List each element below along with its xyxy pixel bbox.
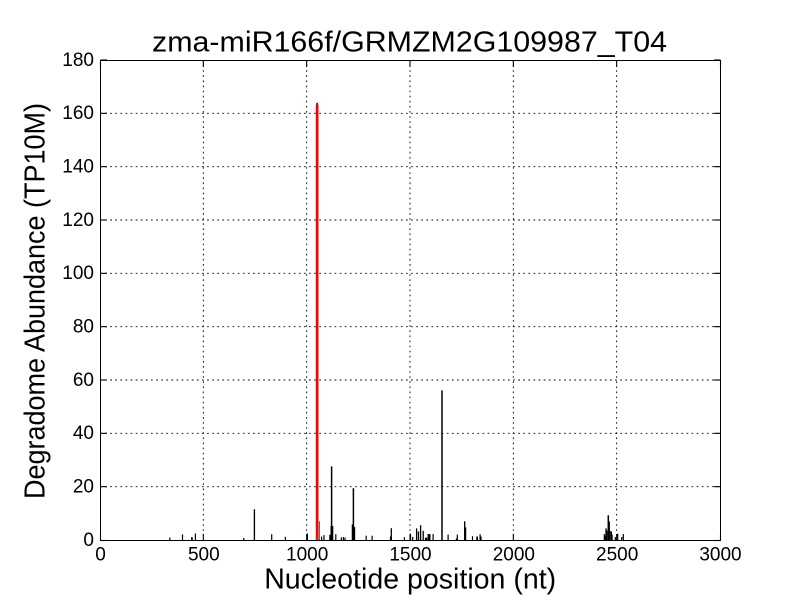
svg-text:40: 40 bbox=[73, 423, 94, 444]
svg-text:120: 120 bbox=[62, 210, 94, 231]
svg-text:180: 180 bbox=[62, 50, 94, 71]
svg-text:20: 20 bbox=[73, 476, 94, 497]
svg-text:3000: 3000 bbox=[699, 544, 741, 565]
svg-text:2000: 2000 bbox=[493, 544, 535, 565]
svg-text:140: 140 bbox=[62, 156, 94, 177]
svg-text:Degradome Abundance (TP10M): Degradome Abundance (TP10M) bbox=[20, 103, 52, 499]
svg-text:2500: 2500 bbox=[596, 544, 638, 565]
svg-text:1000: 1000 bbox=[286, 544, 328, 565]
svg-text:0: 0 bbox=[95, 544, 106, 565]
svg-text:1500: 1500 bbox=[389, 544, 431, 565]
svg-text:80: 80 bbox=[73, 316, 94, 337]
svg-text:zma-miR166f/GRMZM2G109987_T04: zma-miR166f/GRMZM2G109987_T04 bbox=[152, 27, 667, 59]
svg-text:60: 60 bbox=[73, 370, 94, 391]
svg-text:500: 500 bbox=[188, 544, 220, 565]
svg-text:160: 160 bbox=[62, 103, 94, 124]
svg-text:100: 100 bbox=[62, 263, 94, 284]
svg-text:0: 0 bbox=[83, 530, 94, 551]
svg-text:Nucleotide position (nt): Nucleotide position (nt) bbox=[264, 564, 556, 596]
